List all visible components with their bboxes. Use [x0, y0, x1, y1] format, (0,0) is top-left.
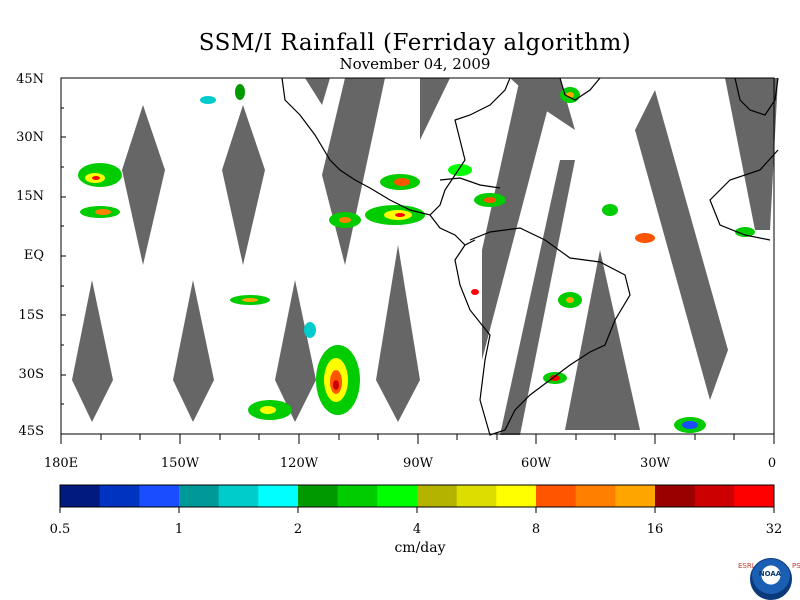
colorbar-tick-label: 16 — [646, 522, 664, 537]
colorbar — [59, 484, 775, 513]
swath-band — [500, 160, 575, 435]
lon-label: 30W — [640, 456, 670, 471]
lon-label: 0 — [767, 456, 777, 471]
colorbar-swatch — [456, 485, 497, 507]
lon-label: 120W — [279, 456, 319, 471]
colorbar-swatch — [734, 485, 775, 507]
north-america-coast — [281, 77, 511, 216]
lat-label: 45S — [18, 424, 44, 439]
swath-diamond — [173, 280, 214, 422]
colorbar-swatch — [179, 485, 220, 507]
colorbar-units: cm/day — [394, 540, 446, 556]
map-date: November 04, 2009 — [339, 55, 491, 73]
colorbar-tick-label: 4 — [412, 522, 422, 537]
colorbar-swatch — [615, 485, 656, 507]
no-data-swaths — [72, 78, 778, 435]
swath-band — [725, 78, 778, 230]
colorbar-tick-label: 2 — [293, 522, 303, 537]
lon-label: 150W — [160, 456, 200, 471]
rainfall-areas — [78, 84, 755, 433]
lon-ticks — [60, 434, 775, 444]
swath-diamond — [122, 105, 165, 265]
lat-label: 30N — [16, 130, 44, 145]
colorbar-swatch — [298, 485, 339, 507]
colorbar-tick-label: 0.5 — [49, 522, 71, 537]
central-america-coast — [429, 214, 476, 246]
lat-label: EQ — [23, 248, 44, 263]
swath-diamond — [376, 245, 420, 422]
swath-band — [482, 78, 550, 360]
lat-label: 30S — [18, 367, 44, 382]
colorbar-swatch — [655, 485, 696, 507]
colorbar-swatch — [218, 485, 259, 507]
colorbar-swatch — [337, 485, 378, 507]
lat-label: 15S — [18, 308, 44, 323]
colorbar-swatch — [258, 485, 299, 507]
logo-letters-left: ESRL — [738, 562, 756, 570]
colorbar-swatch — [99, 485, 140, 507]
swath-band — [510, 78, 575, 130]
caribbean-islands — [439, 177, 501, 189]
lat-label: 15N — [16, 189, 44, 204]
lat-ticks — [61, 77, 66, 435]
south-america-coast — [454, 227, 631, 436]
africa-west-coast — [709, 149, 779, 241]
west-africa-coast — [734, 77, 779, 116]
colorbar-tick-label: 1 — [174, 522, 184, 537]
lat-label: 45N — [16, 72, 44, 87]
noaa-logo-icon — [750, 558, 792, 600]
colorbar-swatch — [417, 485, 458, 507]
swath-diamond — [222, 105, 265, 265]
greenland-coast — [559, 77, 601, 101]
swath-band — [305, 78, 330, 105]
swath-diamond — [275, 280, 316, 422]
colorbar-tick-label: 8 — [531, 522, 541, 537]
lon-label: 60W — [521, 456, 551, 471]
colorbar-swatch — [377, 485, 418, 507]
swath-diamond — [72, 280, 113, 422]
colorbar-swatch — [60, 485, 101, 507]
colorbar-swatch — [575, 485, 616, 507]
colorbar-swatch — [694, 485, 735, 507]
colorbar-swatch — [139, 485, 180, 507]
logo-letters-right: PSD — [792, 562, 800, 570]
colorbar-swatch — [496, 485, 537, 507]
lon-label: 180E — [43, 456, 79, 471]
swath-band — [420, 78, 450, 140]
colorbar-tick-label: 32 — [765, 522, 783, 537]
colorbar-swatch — [536, 485, 577, 507]
map-title: SSM/I Rainfall (Ferriday algorithm) — [198, 30, 632, 56]
logo-org-text: NOAA — [758, 570, 782, 578]
lon-label: 90W — [403, 456, 433, 471]
swath-band — [322, 78, 385, 265]
swath-band — [565, 250, 640, 430]
coastlines — [281, 77, 779, 436]
swath-band — [635, 90, 728, 400]
